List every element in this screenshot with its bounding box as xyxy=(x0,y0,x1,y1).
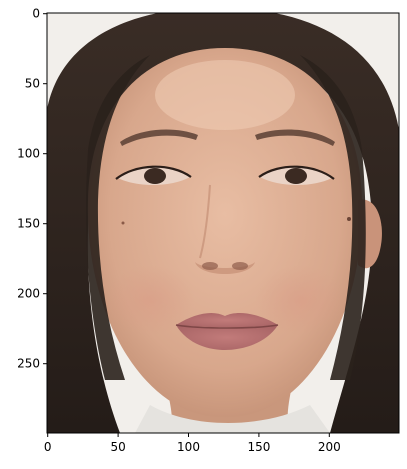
eyelid-left xyxy=(115,165,192,180)
x-axis: 0 50 100 150 200 xyxy=(44,433,341,454)
y-axis: 0 50 100 150 200 250 xyxy=(17,7,47,371)
axes-frame xyxy=(46,12,400,434)
x-tick-label: 150 xyxy=(247,440,270,454)
mole xyxy=(347,217,351,221)
face-photo xyxy=(47,13,399,433)
y-tick-label: 200 xyxy=(17,287,40,301)
eyebrow-left xyxy=(120,129,198,146)
shirt xyxy=(135,405,330,433)
forehead-highlight xyxy=(155,60,295,130)
mole-small xyxy=(121,221,125,225)
y-tick-label: 100 xyxy=(17,147,40,161)
x-tick-label: 50 xyxy=(110,440,125,454)
nose-tip xyxy=(195,262,255,274)
y-tick-label: 0 xyxy=(32,7,40,21)
nose-bridge xyxy=(199,184,211,259)
y-tick-label: 50 xyxy=(25,77,40,91)
cheek-right xyxy=(255,265,345,335)
y-tick-label: 250 xyxy=(17,357,40,371)
hair xyxy=(47,13,399,433)
hair-strand-right xyxy=(300,55,366,380)
nostril-left xyxy=(202,262,218,270)
cheek-left xyxy=(105,265,195,335)
hair-strand-left xyxy=(85,55,150,380)
nostril-right xyxy=(232,262,248,270)
iris-right xyxy=(285,168,307,184)
eyebrow-right xyxy=(255,129,335,146)
upper-lip xyxy=(176,313,278,328)
y-tick-label: 150 xyxy=(17,217,40,231)
iris-left xyxy=(144,168,166,184)
lip-line xyxy=(175,324,279,329)
eyelid-right xyxy=(258,165,335,180)
lower-lip xyxy=(176,325,278,350)
x-tick-label: 100 xyxy=(177,440,200,454)
x-tick-label: 0 xyxy=(44,440,52,454)
x-tick-label: 200 xyxy=(318,440,341,454)
